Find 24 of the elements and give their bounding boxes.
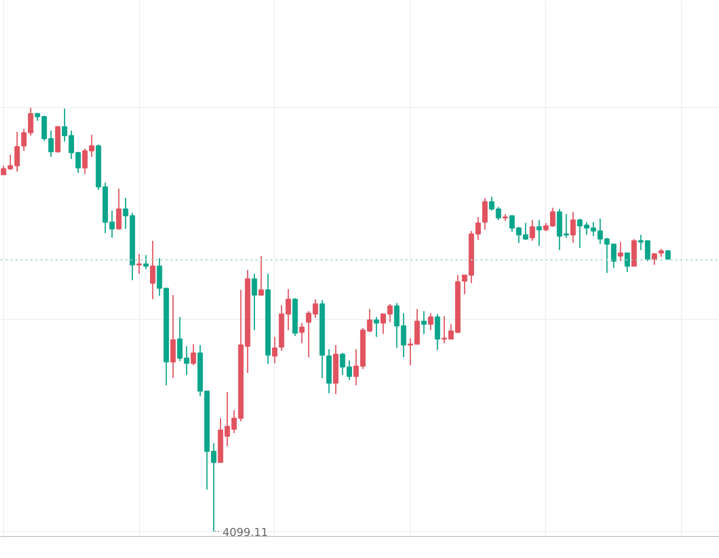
candlestick bbox=[374, 316, 380, 338]
candlestick bbox=[136, 253, 142, 274]
candlestick bbox=[258, 255, 264, 296]
candlestick bbox=[170, 294, 176, 379]
candlestick bbox=[570, 211, 576, 244]
candlestick bbox=[665, 249, 671, 260]
candlestick bbox=[502, 213, 508, 222]
candlestick bbox=[116, 188, 122, 230]
candlestick bbox=[652, 252, 658, 266]
annotation: 4099.11 bbox=[222, 526, 268, 539]
candlestick bbox=[434, 313, 440, 351]
candlestick bbox=[536, 219, 542, 246]
candlestick bbox=[150, 240, 156, 300]
candlestick bbox=[482, 197, 488, 230]
candlestick bbox=[299, 322, 305, 344]
candlestick bbox=[190, 344, 196, 366]
candlestick bbox=[624, 252, 630, 273]
candlestick bbox=[272, 336, 278, 364]
candlestick bbox=[618, 241, 624, 262]
candlestick bbox=[530, 219, 536, 242]
candlestick bbox=[421, 310, 427, 335]
candlestick bbox=[143, 254, 149, 270]
candlestick bbox=[252, 273, 258, 331]
candlestick bbox=[428, 312, 434, 331]
